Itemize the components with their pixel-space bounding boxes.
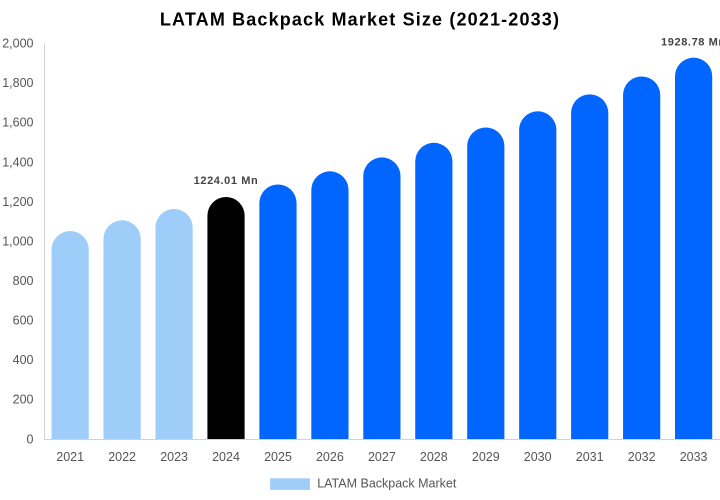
svg-text:2,000: 2,000 [2, 37, 33, 51]
svg-text:1928.78 Mn: 1928.78 Mn [661, 37, 720, 49]
svg-text:2032: 2032 [628, 450, 656, 464]
svg-text:2026: 2026 [316, 450, 344, 464]
svg-text:400: 400 [13, 353, 34, 367]
svg-text:1,000: 1,000 [2, 235, 33, 249]
svg-text:2022: 2022 [108, 450, 136, 464]
svg-text:2024: 2024 [212, 450, 240, 464]
svg-text:LATAM Backpack Market Size (20: LATAM Backpack Market Size (2021-2033) [160, 10, 560, 30]
svg-text:2030: 2030 [524, 450, 552, 464]
svg-text:2029: 2029 [472, 450, 500, 464]
svg-text:1,400: 1,400 [2, 155, 33, 169]
svg-text:2031: 2031 [576, 450, 604, 464]
svg-text:0: 0 [27, 432, 34, 446]
svg-text:1,800: 1,800 [2, 76, 33, 90]
svg-text:2028: 2028 [420, 450, 448, 464]
svg-text:2023: 2023 [160, 450, 188, 464]
svg-text:200: 200 [13, 393, 34, 407]
svg-text:2025: 2025 [264, 450, 292, 464]
svg-text:1224.01 Mn: 1224.01 Mn [194, 175, 259, 187]
svg-text:2033: 2033 [680, 450, 708, 464]
svg-text:2021: 2021 [56, 450, 84, 464]
svg-text:1,600: 1,600 [2, 116, 33, 130]
svg-text:600: 600 [13, 314, 34, 328]
svg-text:800: 800 [13, 274, 34, 288]
svg-text:LATAM Backpack Market: LATAM Backpack Market [317, 477, 457, 491]
svg-text:1,200: 1,200 [2, 195, 33, 209]
svg-text:2027: 2027 [368, 450, 396, 464]
